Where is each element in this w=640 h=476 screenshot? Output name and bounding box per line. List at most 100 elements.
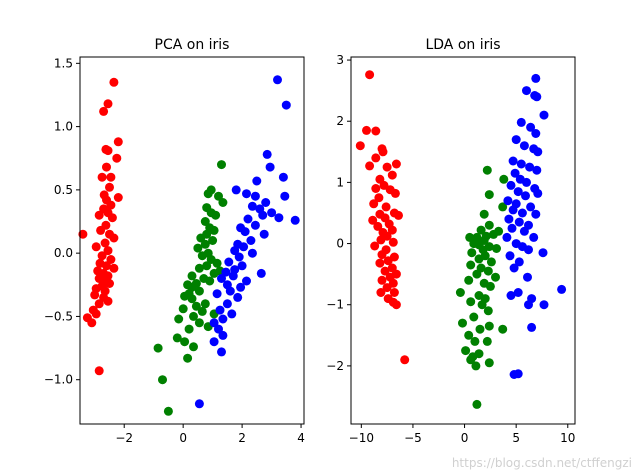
lda-virginica-point: [533, 147, 543, 157]
pca-virginica-point: [240, 227, 250, 237]
lda-virginica-point: [510, 168, 520, 178]
pca-versicolor-point: [208, 236, 218, 245]
lda-versicolor-point: [477, 300, 487, 310]
lda-setosa-point: [389, 288, 399, 297]
pca-setosa-point: [109, 77, 119, 87]
lda-virginica-point: [506, 180, 516, 190]
watermark-text: https://blog.csdn.net/ctffengzi: [451, 456, 632, 470]
pca-virginica-point: [225, 286, 235, 296]
lda-setosa-point: [387, 225, 397, 235]
lda-virginica-point: [531, 209, 541, 219]
lda-setosa-point: [355, 141, 365, 151]
pca-setosa-point: [96, 225, 106, 235]
lda-setosa-point: [376, 288, 386, 297]
pca-axes: PCA on iris −2 0 2 4 −1.0 −0.5 0.0 0.5 1.0 1.5: [44, 37, 305, 445]
lda-virginica-point: [524, 300, 533, 310]
lda-versicolor-point: [470, 336, 480, 346]
pca-versicolor-point: [217, 160, 226, 170]
lda-setosa-point: [382, 162, 392, 172]
pca-setosa-point: [103, 99, 113, 109]
pca-versicolor-point: [200, 217, 210, 226]
pca-versicolor-point: [174, 314, 184, 324]
lda-virginica-point: [502, 232, 512, 242]
pca-virginica-point: [246, 236, 256, 245]
lda-xtick-label: 0: [461, 431, 469, 445]
pca-virginica-point: [250, 220, 260, 230]
pca-ytick-label: −0.5: [44, 309, 73, 323]
lda-marks: [355, 70, 567, 409]
lda-versicolor-point: [486, 257, 496, 267]
lda-virginica-point: [527, 322, 537, 332]
pca-xtick-label: 0: [179, 431, 187, 445]
lda-setosa-point: [371, 184, 381, 193]
pca-virginica-point: [209, 318, 219, 328]
lda-setosa-point: [370, 241, 380, 251]
pca-setosa-point: [102, 162, 111, 172]
pca-virginica-point: [243, 214, 253, 224]
pca-versicolor-point: [184, 324, 194, 334]
pca-virginica-point: [247, 201, 257, 211]
pca-ytick-label: 1.5: [54, 56, 73, 70]
pca-versicolor-point: [203, 189, 213, 199]
lda-plot-frame: [350, 56, 576, 425]
pca-virginica-point: [290, 215, 300, 225]
pca-setosa-point: [97, 251, 107, 261]
lda-versicolor-point: [455, 288, 465, 297]
pca-setosa-point: [113, 137, 123, 147]
pca-versicolor-point: [187, 271, 197, 281]
pca-virginica-point: [231, 185, 241, 195]
pca-versicolor-point: [163, 406, 173, 416]
lda-virginica-point: [514, 257, 524, 267]
pca-setosa-point: [105, 182, 114, 192]
lda-ytick-label: −1: [326, 298, 344, 312]
pca-versicolor-point: [200, 299, 210, 309]
lda-versicolor-point: [466, 260, 476, 270]
lda-setosa-point: [400, 355, 410, 365]
pca-xtick-label: −2: [115, 431, 133, 445]
pca-virginica-point: [233, 292, 243, 302]
pca-versicolor-point: [218, 198, 228, 207]
pca-virginica-point: [273, 75, 282, 85]
lda-setosa-point: [377, 250, 387, 260]
pca-virginica-point: [218, 330, 228, 340]
lda-virginica-point: [525, 162, 535, 172]
lda-virginica-point: [557, 284, 567, 294]
pca-virginica-point: [234, 252, 244, 262]
pca-setosa-point: [105, 279, 114, 288]
pca-virginica-point: [242, 189, 251, 199]
pca-versicolor-point: [211, 210, 221, 220]
lda-virginica-point: [504, 214, 514, 224]
pca-plot-frame: [79, 56, 305, 425]
pca-setosa-point: [97, 172, 107, 182]
pca-versicolor-point: [209, 268, 219, 278]
pca-virginica-point: [222, 299, 232, 309]
pca-marks: [78, 75, 300, 416]
lda-virginica-point: [532, 165, 542, 175]
lda-setosa-point: [373, 221, 383, 231]
pca-versicolor-point: [189, 342, 198, 352]
pca-virginica-point: [209, 337, 219, 347]
pca-virginica-point: [258, 210, 268, 220]
lda-xtick-label: −5: [404, 431, 422, 445]
lda-versicolor-point: [485, 281, 495, 291]
pca-setosa-point: [94, 366, 104, 376]
lda-virginica-point: [508, 205, 518, 215]
lda-versicolor-point: [464, 330, 474, 340]
pca-setosa-point: [113, 193, 123, 202]
pca-virginica-point: [224, 257, 234, 267]
pca-versicolor-point: [212, 258, 222, 268]
lda-versicolor-point: [492, 244, 501, 253]
lda-virginica-point: [523, 272, 532, 282]
lda-versicolor-point: [489, 229, 498, 239]
pca-virginica-point: [262, 149, 272, 159]
pca-versicolor-point: [200, 239, 210, 249]
pca-virginica-point: [252, 176, 262, 186]
lda-versicolor-point: [467, 248, 477, 258]
pca-virginica-point: [267, 208, 277, 218]
lda-versicolor-point: [484, 190, 494, 200]
lda-virginica-point: [516, 117, 526, 127]
lda-virginica-point: [532, 92, 542, 102]
lda-versicolor-point: [474, 254, 484, 264]
